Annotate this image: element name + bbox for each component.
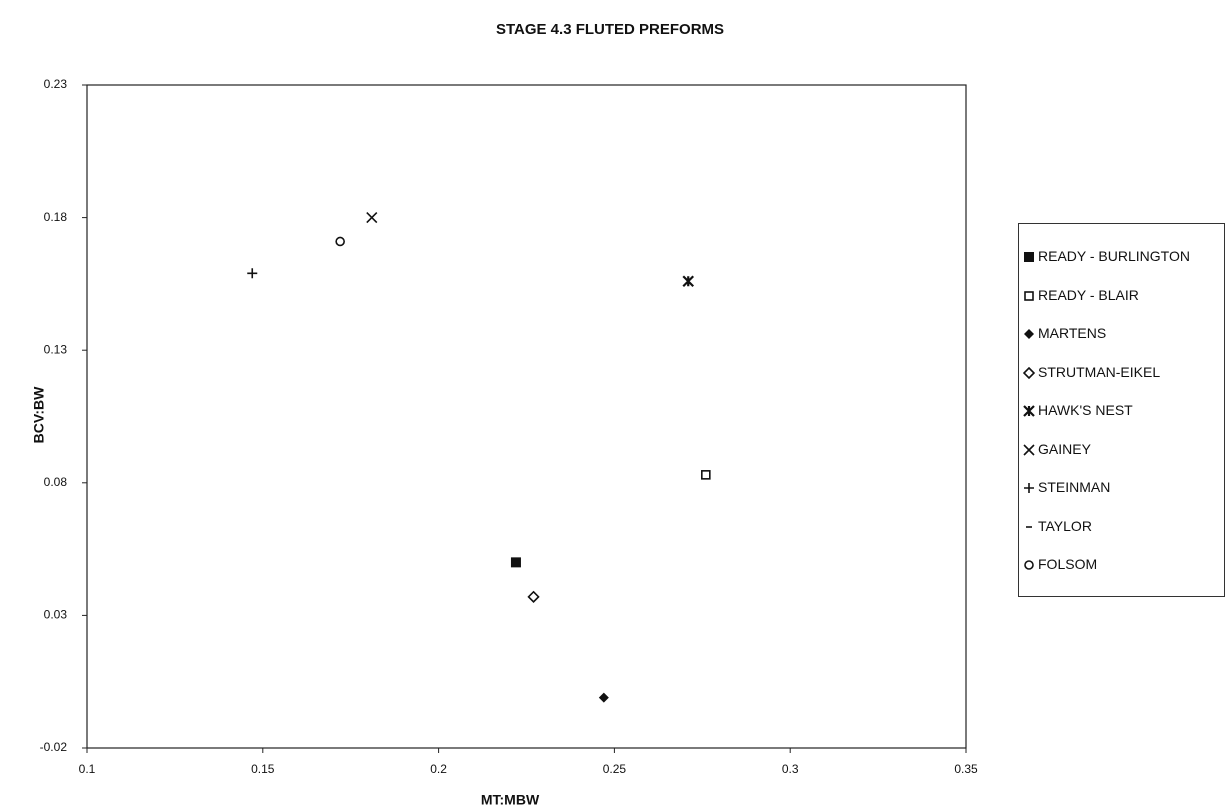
legend-item: STEINMAN (1023, 479, 1220, 518)
x-axis-label: MT:MBW (481, 792, 540, 808)
legend-icon (1023, 405, 1035, 417)
legend-label: STRUTMAN-EIKEL (1038, 363, 1161, 380)
legend-icon (1026, 525, 1032, 528)
legend-item: GAINEY (1023, 441, 1220, 480)
legend-icon (1023, 443, 1035, 456)
marker (510, 557, 521, 568)
legend-icon (1024, 483, 1034, 493)
x-tick-label: 0.2 (430, 762, 447, 776)
marker (247, 268, 258, 279)
legend-item: READY - BURLINGTON (1023, 248, 1220, 287)
legend-item: FOLSOM (1023, 556, 1220, 595)
marker (1024, 329, 1034, 339)
legend-item: MARTENS (1023, 325, 1220, 364)
legend-label: HAWK'S NEST (1038, 402, 1133, 418)
x-tick-label: 0.35 (954, 762, 978, 776)
plot-frame (86, 84, 967, 749)
legend-item: TAYLOR (1023, 518, 1220, 557)
legend-label: GAINEY (1038, 440, 1091, 457)
y-tick-label: 0.03 (44, 608, 68, 622)
legend-label: FOLSOM (1038, 556, 1098, 572)
y-tick-label: 0.13 (44, 342, 68, 356)
legend-label: TAYLOR (1038, 517, 1092, 534)
marker (1024, 290, 1034, 301)
y-tick-label: 0.08 (44, 475, 68, 489)
legend-label: READY - BLAIR (1038, 286, 1139, 303)
legend-icon (1024, 290, 1034, 301)
y-tick-label: -0.02 (40, 740, 68, 754)
legend: READY - BURLINGTON READY - BLAIR MARTENS ST… (1018, 223, 1225, 597)
marker (1024, 252, 1034, 262)
legend-icon (1023, 366, 1035, 379)
legend-item: READY - BLAIR (1023, 287, 1220, 326)
marker (1024, 560, 1034, 570)
x-tick-label: 0.3 (782, 762, 799, 776)
chart-title: STAGE 4.3 FLUTED PREFORMS (496, 21, 724, 38)
legend-icon (1024, 560, 1034, 570)
marker (1024, 483, 1034, 493)
legend-label: READY - BURLINGTON (1038, 248, 1190, 264)
marker (1023, 443, 1035, 456)
x-tick-label: 0.25 (603, 762, 627, 776)
x-tick-label: 0.15 (251, 762, 275, 776)
legend-item: HAWK'S NEST (1023, 402, 1220, 441)
marker (366, 212, 378, 224)
x-tick-label: 0.1 (79, 762, 96, 776)
legend-label: STEINMAN (1038, 479, 1111, 495)
y-tick-label: 0.18 (44, 210, 68, 224)
marker (527, 590, 540, 603)
marker (335, 236, 345, 247)
legend-item: STRUTMAN-EIKEL (1023, 364, 1220, 403)
legend-label: MARTENS (1038, 325, 1107, 341)
marker (1023, 405, 1035, 417)
y-axis-label: BCV:BW (31, 386, 47, 444)
legend-icon (1024, 329, 1034, 339)
marker (1023, 366, 1035, 379)
marker (598, 692, 609, 703)
y-tick-label: 0.23 (44, 77, 68, 91)
marker (682, 275, 695, 288)
legend-icon (1024, 252, 1034, 262)
marker (701, 470, 711, 480)
